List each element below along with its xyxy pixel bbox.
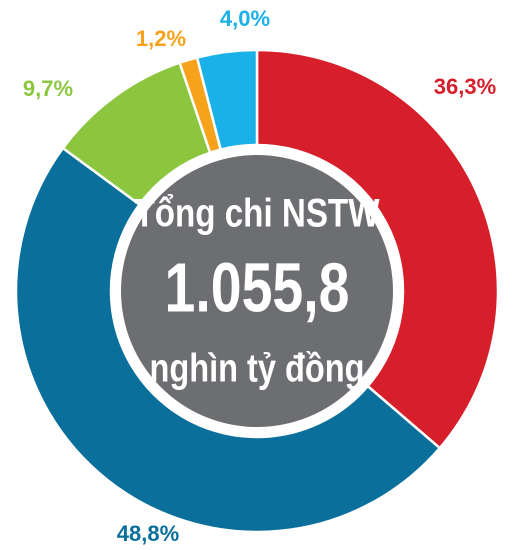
donut-segment: [14, 146, 442, 534]
value-label: 48,8%: [117, 521, 179, 546]
center-circle: [121, 155, 393, 427]
donut-segment: [255, 48, 500, 450]
value-label: 4,0%: [220, 6, 270, 31]
center-text: Tổng chi NSTW: [135, 192, 380, 236]
donut-segment: [195, 48, 259, 152]
center-text: 1.055,8: [165, 248, 350, 326]
value-label: 36,3%: [434, 74, 496, 99]
value-label: 1,2%: [136, 26, 186, 51]
center-text: nghìn tỷ đồng: [150, 347, 365, 391]
value-label: 9,7%: [23, 76, 73, 101]
